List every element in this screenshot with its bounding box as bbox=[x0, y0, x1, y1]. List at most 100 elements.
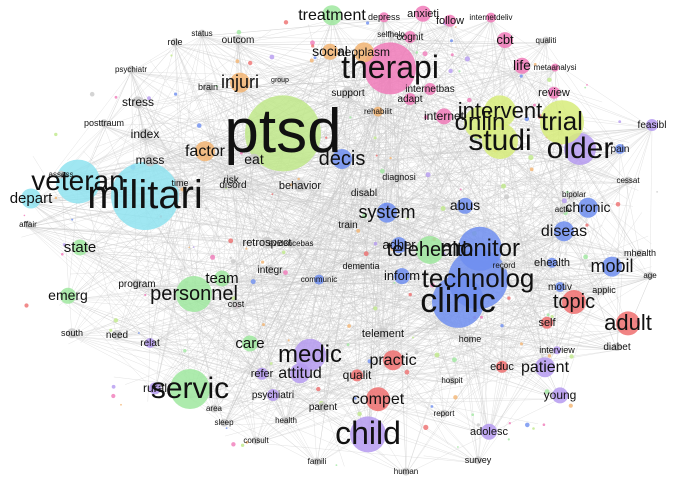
term-label-diagnosi: diagnosi bbox=[382, 172, 416, 182]
term-label-internetbas: internetbas bbox=[405, 84, 454, 95]
term-node-adapt bbox=[404, 93, 416, 105]
term-node-ptsd bbox=[245, 95, 321, 172]
graph-edge bbox=[254, 157, 479, 288]
graph-edge bbox=[103, 113, 379, 127]
graph-edge bbox=[249, 347, 324, 411]
term-node-posttraum bbox=[100, 119, 108, 128]
graph-edge bbox=[27, 226, 613, 273]
term-node-cessat bbox=[624, 176, 632, 185]
graph-edge bbox=[382, 248, 400, 338]
term-node-mass bbox=[144, 154, 156, 167]
term-node-intervent bbox=[484, 95, 516, 128]
term-label-system: system bbox=[358, 202, 415, 222]
graph-edge bbox=[382, 279, 403, 338]
term-label-compet: compet bbox=[352, 391, 405, 408]
term-node-disabl bbox=[359, 188, 369, 198]
graph-edge bbox=[130, 71, 151, 165]
graph-edge bbox=[377, 113, 548, 327]
term-node-review bbox=[548, 86, 560, 99]
graph-edge bbox=[51, 293, 191, 399]
term-label-behavior: behavior bbox=[279, 180, 322, 192]
graph-edge bbox=[234, 274, 558, 354]
graph-edge bbox=[149, 325, 548, 347]
term-label-anxieti: anxieti bbox=[407, 8, 439, 20]
graph-edge bbox=[443, 325, 548, 417]
term-node-communic bbox=[314, 274, 324, 285]
graph-edge bbox=[609, 127, 653, 276]
graph-edge bbox=[226, 130, 362, 270]
graph-edge bbox=[326, 207, 503, 371]
graph-edge bbox=[318, 281, 384, 338]
term-label-need: need bbox=[106, 330, 128, 341]
minor-node bbox=[544, 389, 550, 395]
graph-edge bbox=[318, 255, 431, 283]
graph-edge bbox=[382, 336, 561, 400]
graph-edge bbox=[193, 299, 257, 444]
term-node-hospit bbox=[448, 376, 456, 385]
term-node-behavior bbox=[294, 179, 306, 192]
term-node-role bbox=[171, 38, 179, 47]
graph-edge bbox=[130, 71, 263, 378]
graph-edge bbox=[30, 202, 151, 347]
graph-edge bbox=[235, 255, 641, 308]
term-node-telehealth bbox=[416, 236, 444, 264]
graph-edge bbox=[432, 265, 553, 389]
minor-node bbox=[532, 427, 535, 430]
graph-edge bbox=[149, 345, 287, 424]
graph-edge bbox=[71, 335, 394, 366]
graph-edge bbox=[223, 424, 257, 444]
graph-edge bbox=[299, 164, 343, 190]
graph-edge bbox=[221, 282, 358, 380]
graph-edge bbox=[272, 397, 407, 475]
term-label-program: program bbox=[118, 279, 155, 290]
graph-edge bbox=[203, 110, 234, 189]
minor-node bbox=[111, 393, 116, 399]
term-node-interview bbox=[553, 346, 561, 355]
graph-edge bbox=[154, 185, 181, 393]
minor-node bbox=[210, 254, 216, 260]
term-label-factor: factor bbox=[185, 143, 226, 160]
graph-edge bbox=[329, 55, 501, 119]
minor-node bbox=[379, 168, 385, 174]
minor-node bbox=[464, 56, 470, 62]
term-node-factor bbox=[195, 141, 215, 162]
minor-node bbox=[362, 213, 368, 219]
graph-edge bbox=[568, 226, 629, 331]
graph-edge bbox=[193, 279, 403, 301]
term-node-need bbox=[112, 330, 122, 340]
graph-edge bbox=[501, 277, 651, 371]
term-label-monitor: monitor bbox=[440, 235, 520, 262]
graph-edge bbox=[422, 16, 506, 45]
minor-node bbox=[528, 154, 534, 161]
minor-node bbox=[414, 350, 419, 355]
minor-node bbox=[215, 85, 218, 88]
graph-edge bbox=[103, 71, 132, 127]
term-node-evidencebas bbox=[287, 239, 295, 248]
term-label-stress: stress bbox=[122, 95, 154, 109]
graph-edge bbox=[116, 348, 453, 384]
term-node-mobil bbox=[602, 256, 622, 277]
graph-edge bbox=[179, 158, 261, 187]
graph-edge bbox=[479, 129, 484, 221]
graph-edge bbox=[67, 299, 156, 393]
graph-edge bbox=[341, 164, 410, 187]
term-label-adher: adher bbox=[382, 237, 416, 252]
graph-edge bbox=[136, 286, 324, 411]
term-node-consult bbox=[252, 436, 260, 445]
minor-node bbox=[61, 252, 64, 256]
minor-node bbox=[525, 422, 530, 428]
term-node-program bbox=[132, 279, 142, 289]
minor-node bbox=[584, 86, 587, 89]
graph-edge bbox=[272, 341, 471, 399]
graph-edge bbox=[201, 19, 385, 37]
minor-node bbox=[138, 332, 140, 334]
graph-edge bbox=[579, 157, 641, 257]
term-label-retrospect: retrospect bbox=[243, 237, 292, 249]
graph-edge bbox=[67, 105, 139, 301]
term-node-metaanalysi bbox=[551, 63, 559, 72]
graph-edge bbox=[223, 364, 394, 426]
graph-edge bbox=[201, 35, 358, 380]
minor-node bbox=[547, 77, 552, 83]
graph-edge bbox=[504, 43, 555, 97]
graph-edge bbox=[285, 235, 565, 424]
